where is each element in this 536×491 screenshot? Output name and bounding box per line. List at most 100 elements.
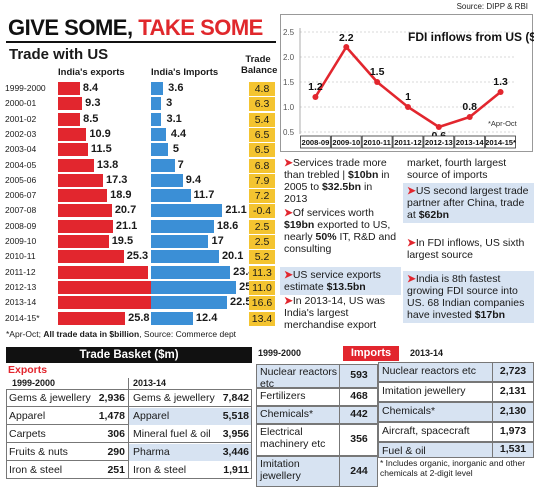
balance-value: 6.5 [249, 143, 275, 158]
fdi-point [312, 94, 319, 100]
export-bar [58, 280, 153, 294]
fdi-category-label: 2013-14 [456, 138, 485, 147]
trade-title: Trade with US [9, 46, 109, 63]
import-divider [492, 362, 493, 382]
import-value: 7 [177, 158, 184, 171]
import-item-2013: Imitation jewellery [382, 385, 466, 397]
balance-header: Trade Balance [241, 54, 278, 76]
fdi-data-label: 1.5 [370, 66, 385, 78]
export-value: 25.8 [128, 311, 150, 324]
fdi-category-box [454, 135, 486, 149]
bullet-arrow-icon: ➤ [284, 295, 293, 307]
basket-value-1999: 306 [107, 428, 125, 440]
basket-value-2013: 5,518 [222, 410, 249, 422]
bullet-item: ➤In FDI inflows, US sixth largest source [403, 235, 534, 263]
year-label: 2003-04 [5, 144, 37, 155]
import-value: 4.4 [170, 127, 187, 140]
import-bar [151, 127, 166, 141]
headline-rule [6, 41, 276, 43]
bullet-text: $13.5bn [326, 281, 366, 293]
fdi-data-label: 2.2 [339, 32, 354, 44]
year-label: 2008-09 [5, 220, 37, 231]
import-value: 18.6 [216, 219, 239, 232]
fdi-point [374, 79, 381, 85]
balance-value: 2.5 [249, 219, 275, 234]
fdi-point [435, 124, 442, 130]
basket-item-1999: Apparel [9, 410, 46, 422]
balance-value: 7.9 [249, 173, 275, 188]
fdi-category-label: 2011-12 [394, 138, 421, 147]
imports-year1: 1999-2000 [258, 348, 302, 358]
bullet-arrow-icon: ➤ [284, 269, 293, 281]
export-value: 20.7 [114, 204, 137, 217]
bullet-text: $32.5bn [321, 181, 362, 193]
fdi-category-box [392, 135, 424, 149]
export-value: 13.8 [96, 158, 119, 171]
import-value-1999: 356 [350, 433, 368, 445]
import-value: 3 [166, 97, 173, 110]
bullet-text: US second largest trade partner after Ch… [407, 185, 529, 221]
import-bar [151, 189, 191, 203]
basket-value-2013: 3,956 [222, 428, 249, 440]
bullet-text: 50% [315, 231, 337, 243]
import-bar [151, 280, 237, 294]
import-value-2013: 1,973 [499, 425, 527, 437]
import-value-2013: 2,130 [499, 405, 527, 417]
basket-divider [128, 461, 129, 479]
bullet-text: $10bn [348, 169, 379, 181]
basket-title: Trade Basket ($m) [6, 347, 252, 363]
basket-item-1999: Fruits & nuts [9, 446, 68, 458]
import-value-2013: 1,531 [499, 443, 527, 455]
bullet-text: in 2005 to [284, 169, 390, 193]
export-bar [58, 97, 83, 111]
headline-part2: TAKE SOME [138, 15, 263, 40]
export-bar [58, 250, 124, 264]
fdi-annotation: *Apr-Oct [488, 119, 518, 128]
export-bar [58, 204, 112, 218]
export-bar [58, 173, 103, 187]
basket-value-1999: 2,936 [98, 392, 125, 404]
basket-year2: 2013-14 [133, 378, 167, 388]
basket-divider [128, 407, 129, 425]
fdi-category-label: 2008-09 [301, 138, 329, 147]
fdi-category-label: 2012-13 [425, 138, 453, 147]
balance-header-line1: Trade [245, 54, 271, 65]
trade-footnote: *Apr-Oct; All trade data in $billion, So… [6, 329, 236, 339]
export-bar [58, 112, 81, 126]
basket-item-2013: Pharma [133, 446, 170, 458]
import-bar [151, 204, 223, 218]
fdi-line-chart: 2.5 2.0 1.5 1.0 0.5 FDI inflows from US ($bn)… [283, 28, 534, 149]
basket-item-2013: Apparel [133, 410, 170, 422]
balance-value: 7.2 [249, 189, 275, 204]
fdi-ytick: 2.5 [283, 28, 295, 37]
import-divider [492, 442, 493, 458]
fdi-point [497, 89, 504, 95]
import-divider [339, 424, 340, 456]
fdi-point [405, 104, 411, 110]
bullets-left: ➤Services trade more than trebled | $10b… [280, 153, 401, 346]
bullet-item: ➤In 2013-14, US was India's largest merc… [280, 293, 401, 333]
basket-highlight [129, 408, 251, 425]
basket-value-1999: 251 [107, 464, 125, 476]
source-note: Source: DIPP & RBI [456, 2, 528, 11]
fdi-category-box [423, 135, 455, 149]
export-bar [58, 296, 160, 310]
balance-header-line2: Balance [241, 65, 278, 76]
basket-item-2013: Mineral fuel & oil [133, 428, 211, 440]
balance-value: 11.0 [249, 280, 275, 295]
fdi-category-label: 2010-11 [363, 138, 391, 147]
import-bar [151, 143, 168, 157]
basket-divider [128, 389, 129, 407]
fdi-line [314, 44, 502, 129]
fdi-data-label: 1.3 [493, 76, 508, 88]
balance-value: 6.3 [249, 97, 275, 112]
import-value-2013: 2,131 [499, 385, 527, 397]
import-bar [151, 235, 209, 248]
import-value: 3.6 [168, 82, 184, 94]
import-value-2013: 2,723 [499, 365, 527, 377]
import-row-1999 [256, 364, 378, 388]
fdi-category-box [330, 135, 362, 149]
export-bar [58, 158, 94, 172]
imports-header: India's Imports [151, 67, 219, 78]
export-value: 10.9 [89, 127, 111, 140]
